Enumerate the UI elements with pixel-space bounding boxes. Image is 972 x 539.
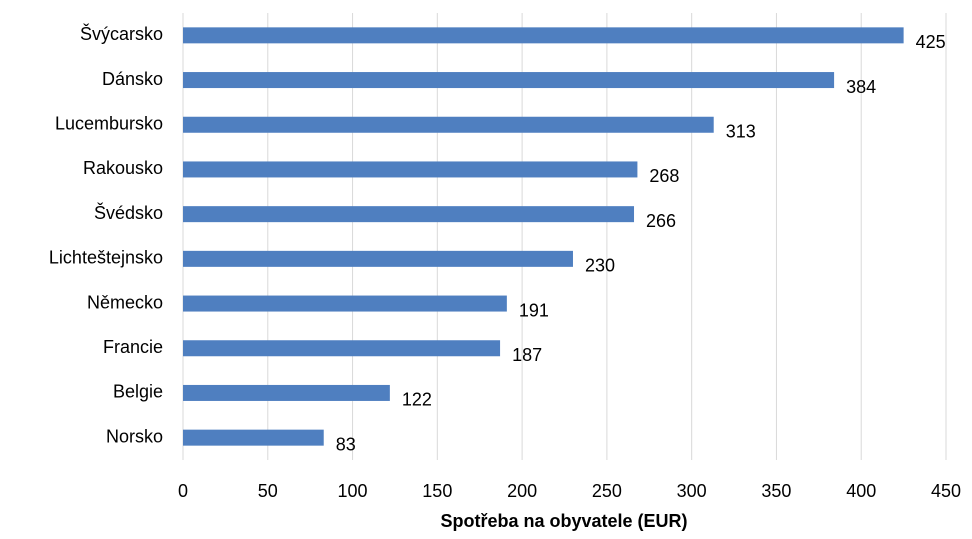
bar	[183, 250, 573, 267]
bar	[183, 295, 507, 312]
bar	[183, 384, 390, 401]
data-label: 425	[916, 32, 946, 52]
x-tick-label: 200	[507, 481, 537, 501]
data-label: 83	[336, 434, 356, 454]
y-tick-label: Rakousko	[83, 158, 163, 178]
data-label: 384	[846, 77, 876, 97]
data-label: 268	[649, 166, 679, 186]
x-tick-label: 300	[677, 481, 707, 501]
x-tick-label: 0	[178, 481, 188, 501]
data-label: 122	[402, 390, 432, 410]
bar	[183, 72, 835, 89]
bar	[183, 206, 635, 223]
y-tick-label: Německo	[87, 292, 163, 312]
data-label: 313	[726, 122, 756, 142]
y-tick-label: Lichteštejnsko	[49, 248, 163, 268]
data-label: 191	[519, 300, 549, 320]
y-tick-label: Norsko	[106, 426, 163, 446]
bar	[183, 161, 638, 178]
bar	[183, 27, 904, 44]
x-tick-label: 150	[422, 481, 452, 501]
data-label: 266	[646, 211, 676, 231]
x-tick-label: 50	[258, 481, 278, 501]
y-tick-label: Francie	[103, 337, 163, 357]
x-tick-label: 100	[338, 481, 368, 501]
x-axis-title: Spotřeba na obyvatele (EUR)	[440, 511, 687, 531]
y-tick-label: Lucembursko	[55, 114, 163, 134]
y-tick-label: Belgie	[113, 382, 163, 402]
x-tick-label: 250	[592, 481, 622, 501]
data-label: 187	[512, 345, 542, 365]
bar	[183, 429, 324, 446]
y-tick-label: Švédsko	[94, 202, 163, 223]
x-tick-label: 350	[761, 481, 791, 501]
x-tick-label: 450	[931, 481, 961, 501]
data-label: 230	[585, 256, 615, 276]
y-tick-label: Dánsko	[102, 69, 163, 89]
x-tick-label: 400	[846, 481, 876, 501]
bar	[183, 340, 501, 357]
y-tick-label: Švýcarsko	[80, 23, 163, 44]
bar	[183, 116, 714, 133]
